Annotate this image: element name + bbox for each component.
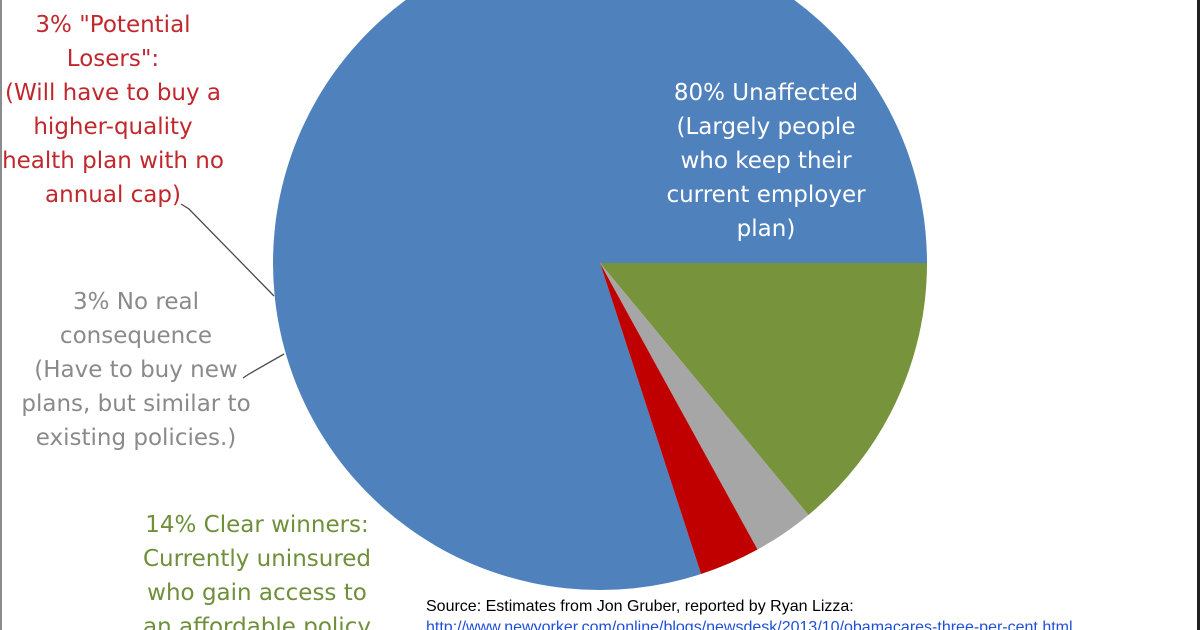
label-line: higher-quality xyxy=(33,114,193,140)
leader-line-potential-losers xyxy=(180,203,275,297)
label-line: existing policies.) xyxy=(35,425,237,451)
label-line: consequence xyxy=(59,323,213,349)
label-line: current employer xyxy=(666,182,866,208)
label-line: annual cap) xyxy=(45,182,181,208)
data-label-potential-losers: 3% "Potential Losers": (Will have to buy… xyxy=(0,8,226,212)
pie-slice-potential-losers xyxy=(600,263,758,574)
label-line: Losers": xyxy=(66,46,160,72)
label-line: 80% Unaffected xyxy=(673,80,859,106)
leader-line-no-real-consequence xyxy=(242,353,285,379)
data-label-unaffected: 80% Unaffected (Largely people who keep … xyxy=(636,76,896,246)
label-line: an affordable policy xyxy=(143,614,371,630)
label-line: Currently uninsured xyxy=(142,546,372,572)
data-label-clear-winners: 14% Clear winners: Currently uninsured w… xyxy=(132,508,382,630)
pie-slices xyxy=(273,0,927,590)
source-note: Source: Estimates from Jon Gruber, repor… xyxy=(426,598,854,615)
label-line: (Have to buy new xyxy=(34,357,238,383)
pie-slice-clear-winners xyxy=(600,263,927,515)
label-line: plan) xyxy=(736,216,796,242)
label-line: who keep their xyxy=(680,148,852,174)
pie-slice-no-real-consequence xyxy=(600,263,809,550)
label-line: 3% No real xyxy=(73,289,199,315)
label-line: who gain access to xyxy=(147,580,367,606)
data-label-no-real-consequence: 3% No real consequence (Have to buy new … xyxy=(18,285,254,455)
label-line: 3% "Potential xyxy=(35,12,191,38)
leader-lines xyxy=(180,203,285,379)
left-border xyxy=(0,0,2,630)
source-link[interactable]: http://www.newyorker.com/online/blogs/ne… xyxy=(426,619,1073,630)
label-line: plans, but similar to xyxy=(21,391,251,417)
label-line: 14% Clear winners: xyxy=(145,512,369,538)
label-line: health plan with no xyxy=(2,148,224,174)
right-border xyxy=(1197,0,1200,630)
label-line: (Will have to buy a xyxy=(4,80,222,106)
label-line: (Largely people xyxy=(676,114,856,140)
pie-slice-unaffected xyxy=(273,0,927,590)
